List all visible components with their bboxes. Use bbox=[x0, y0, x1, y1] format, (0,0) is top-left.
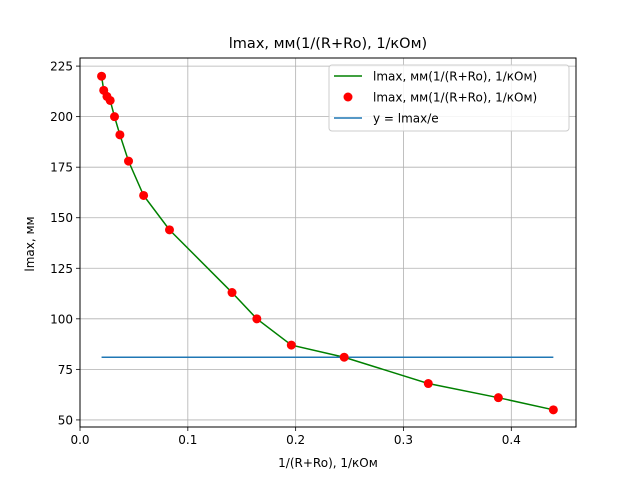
y-axis-label: lmax, мм bbox=[23, 216, 37, 271]
legend-marker bbox=[343, 92, 353, 102]
axes-frame bbox=[79, 57, 577, 428]
data-point bbox=[493, 393, 503, 403]
chart-title: lmax, мм(1/(R+Ro), 1/кОм) bbox=[229, 36, 427, 52]
data-point bbox=[115, 130, 125, 140]
y-tick-label: 50 bbox=[58, 413, 73, 427]
x-axis-label: 1/(R+Ro), 1/кОм bbox=[278, 456, 378, 470]
y-tick-label: 100 bbox=[50, 312, 73, 326]
legend: lmax, мм(1/(R+Ro), 1/кОм) lmax, мм(1/(R+R… bbox=[328, 64, 570, 132]
legend-label: lmax, мм(1/(R+Ro), 1/кОм) bbox=[373, 91, 537, 105]
grid bbox=[79, 58, 576, 427]
data-point bbox=[110, 112, 120, 122]
y-tick-label: 150 bbox=[50, 211, 73, 225]
legend-label: y = lmax/e bbox=[373, 112, 439, 126]
data-point bbox=[164, 225, 174, 235]
legend-label: lmax, мм(1/(R+Ro), 1/кОм) bbox=[373, 70, 537, 84]
x-tick-label: 0.4 bbox=[502, 433, 521, 447]
y-tick-label: 75 bbox=[58, 363, 73, 377]
data-point bbox=[97, 71, 107, 81]
data-point bbox=[286, 340, 296, 350]
data-point bbox=[227, 288, 237, 298]
y-tick-label: 200 bbox=[50, 110, 73, 124]
x-tick-label: 0.2 bbox=[286, 433, 305, 447]
legend-box bbox=[328, 64, 570, 132]
x-tick-label: 0.3 bbox=[394, 433, 413, 447]
x-tick-label: 0.1 bbox=[178, 433, 197, 447]
data-point bbox=[423, 379, 433, 389]
x-tick-label: 0.0 bbox=[70, 433, 89, 447]
y-tick-label: 225 bbox=[50, 60, 73, 74]
data-point bbox=[139, 190, 149, 200]
data-point bbox=[124, 156, 134, 166]
axis-ticks: 0.0 0.1 0.2 0.3 0.4 50 75 100 125 150 175 200 225 bbox=[50, 60, 521, 447]
data-point bbox=[105, 95, 115, 105]
data-point bbox=[339, 352, 349, 362]
data-point bbox=[548, 405, 558, 415]
y-tick-label: 175 bbox=[50, 161, 73, 175]
y-tick-label: 125 bbox=[50, 262, 73, 276]
data-point bbox=[252, 314, 262, 324]
plot-series bbox=[97, 71, 558, 415]
